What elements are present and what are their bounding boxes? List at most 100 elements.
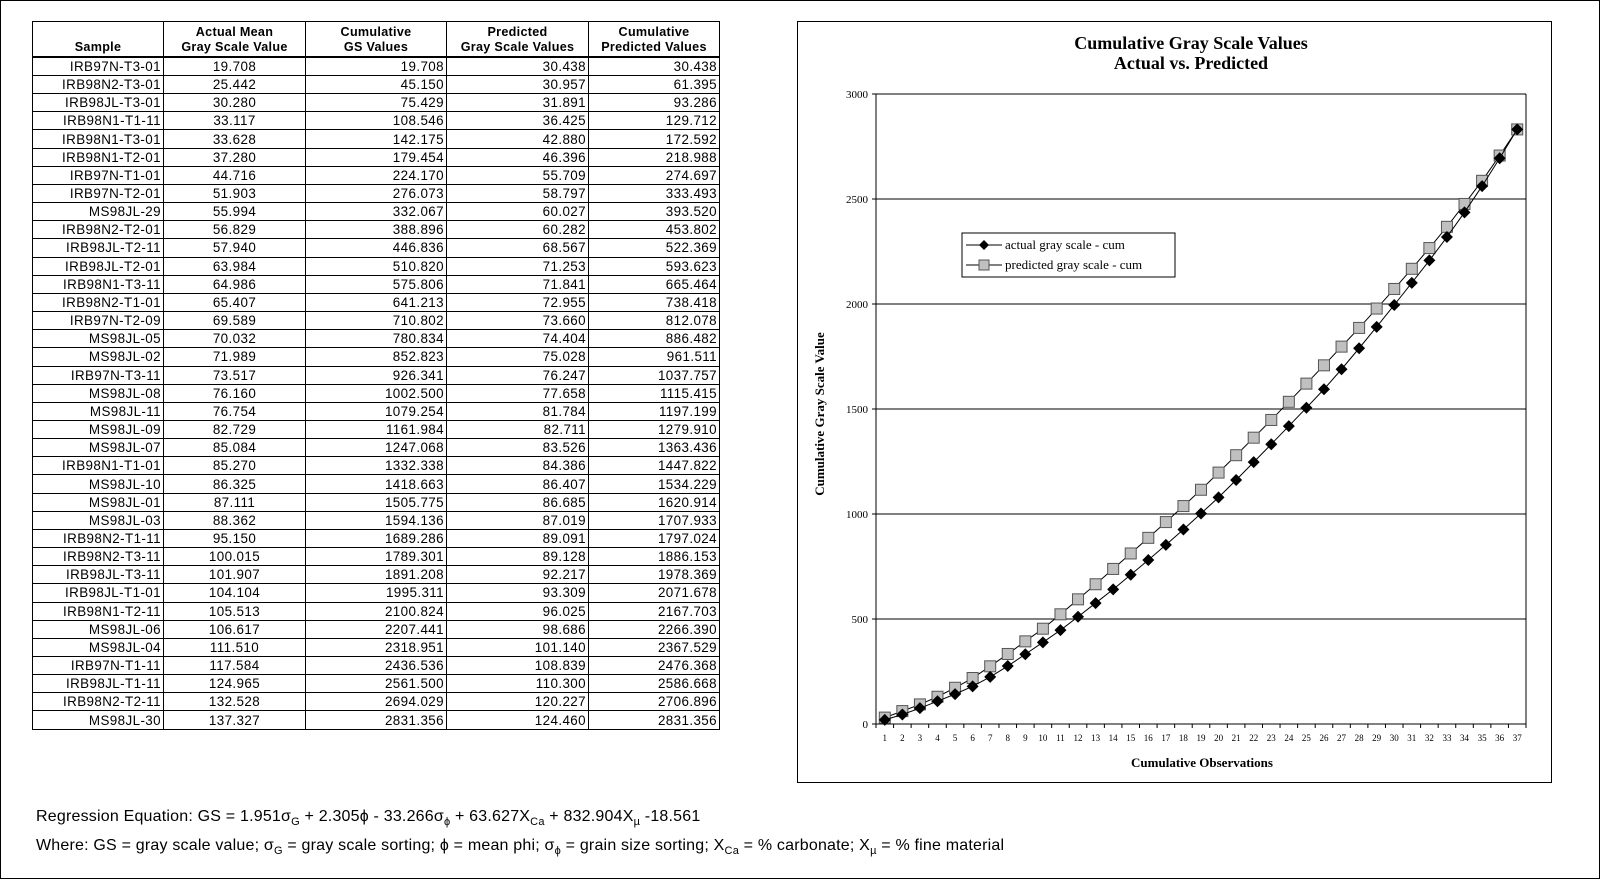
chart-svg: Cumulative Gray Scale Values Actual vs. … [812,33,1527,770]
cell-cumulative-predicted: 30.438 [588,57,720,76]
x-tick-label: 12 [1074,733,1083,743]
x-tick-label: 5 [953,733,958,743]
cell-predicted: 77.658 [446,384,589,403]
cell-predicted: 110.300 [446,674,589,694]
cell-sample: IRB97N-T3-01 [32,57,164,76]
predicted-point [1177,500,1190,513]
cell-cumulative-gs: 2207.441 [305,620,447,639]
table-row: IRB98JL-T3-11 101.907 1891.208 92.217 1978.3… [32,565,720,585]
cell-sample: IRB98N1-T1-01 [32,456,164,476]
cell-actual-mean: 63.984 [163,257,306,276]
cell-actual-mean: 85.084 [163,438,306,458]
cell-actual-mean: 82.729 [163,420,306,440]
cell-actual-mean: 64.986 [163,275,306,294]
header-predicted: Predicted Gray Scale Values [446,21,589,58]
cell-predicted: 74.404 [446,329,589,349]
actual-point [1282,420,1295,433]
cell-sample: MS98JL-08 [32,384,164,403]
table-row: IRB97N-T3-01 19.708 19.708 30.438 30.438 [32,57,720,76]
x-tick-label: 9 [1023,733,1028,743]
cell-cumulative-gs: 276.073 [305,184,447,204]
gray-scale-table: Sample Actual Mean Gray Scale Value Cumul… [32,21,720,730]
table-row: MS98JL-03 88.362 1594.136 87.019 1707.933 [32,511,720,530]
cell-cumulative-predicted: 218.988 [588,148,720,167]
cell-cumulative-gs: 1505.775 [305,493,447,512]
cell-cumulative-gs: 2100.824 [305,602,447,621]
cell-sample: IRB98N2-T3-11 [32,547,164,567]
predicted-point [1089,578,1102,591]
cell-cumulative-gs: 926.341 [305,366,447,385]
cell-predicted: 81.784 [446,402,589,421]
actual-point [913,702,926,715]
y-tick-label: 2000 [846,299,869,311]
cell-actual-mean: 87.111 [163,493,306,512]
cell-predicted: 31.891 [446,93,589,113]
cell-cumulative-predicted: 961.511 [588,347,720,367]
x-tick-label: 3 [918,733,923,743]
actual-point [1036,636,1049,649]
cell-cumulative-gs: 332.067 [305,202,447,222]
x-tick-label: 37 [1513,733,1523,743]
cell-cumulative-gs: 575.806 [305,275,447,294]
cell-actual-mean: 37.280 [163,148,306,167]
table-row: MS98JL-11 76.754 1079.254 81.784 1197.199 [32,402,720,421]
predicted-point [1247,431,1260,444]
cell-cumulative-gs: 388.896 [305,220,447,240]
predicted-point [1317,359,1330,372]
table-row: IRB97N-T2-01 51.903 276.073 58.797 333.493 [32,184,720,204]
x-tick-label: 26 [1319,733,1329,743]
x-tick-label: 14 [1109,733,1119,743]
cell-sample: IRB98N2-T1-11 [32,529,164,549]
cell-cumulative-predicted: 1707.933 [588,511,720,530]
predicted-point [1282,395,1295,408]
cell-actual-mean: 117.584 [163,656,306,676]
series-line-actual [884,129,1518,721]
cell-sample: IRB97N-T1-11 [32,656,164,676]
cell-predicted: 124.460 [446,710,589,730]
cell-cumulative-gs: 641.213 [305,293,447,313]
actual-point [1054,624,1067,637]
cell-predicted: 60.027 [446,202,589,222]
chart-subtitle: Actual vs. Predicted [1114,53,1268,73]
cell-predicted: 36.425 [446,111,589,131]
cell-cumulative-predicted: 1363.436 [588,438,720,458]
cell-cumulative-gs: 446.836 [305,238,447,258]
cell-predicted: 108.839 [446,656,589,676]
cell-cumulative-gs: 2561.500 [305,674,447,694]
cell-cumulative-predicted: 393.520 [588,202,720,222]
actual-point [1405,276,1418,289]
cell-sample: IRB98JL-T1-11 [32,674,164,694]
cell-predicted: 76.247 [446,366,589,385]
cell-predicted: 98.686 [446,620,589,639]
legend: actual gray scale - cum predicted gray s… [961,232,1176,278]
table-row: IRB98JL-T2-11 57.940 446.836 68.567 522.369 [32,238,720,258]
table-row: IRB98N1-T2-11 105.513 2100.824 96.025 2167.7… [32,602,720,621]
y-tick-label: 0 [863,719,869,731]
predicted-point [1370,302,1383,315]
actual-point [1212,491,1225,504]
table-row: MS98JL-30 137.327 2831.356 124.460 2831.356 [32,710,720,730]
x-tick-label: 24 [1284,733,1294,743]
predicted-point [1072,593,1085,606]
cell-actual-mean: 69.589 [163,311,306,331]
x-tick-label: 10 [1038,733,1048,743]
table-row: IRB97N-T1-11 117.584 2436.536 108.839 2476.3… [32,656,720,676]
regression-equation: Regression Equation: GS = 1.951σG + 2.30… [36,808,701,829]
x-tick-label: 34 [1460,733,1470,743]
actual-point [1493,152,1506,165]
cell-cumulative-predicted: 1620.914 [588,493,720,512]
predicted-point [1230,449,1243,462]
table-row: IRB98JL-T1-01 104.104 1995.311 93.309 2071.6… [32,583,720,603]
x-tick-label: 31 [1407,733,1416,743]
cell-sample: MS98JL-09 [32,420,164,440]
table-row: MS98JL-07 85.084 1247.068 83.526 1363.436 [32,438,720,458]
cell-cumulative-gs: 1891.208 [305,565,447,585]
cell-actual-mean: 44.716 [163,166,306,185]
cell-cumulative-gs: 1594.136 [305,511,447,530]
data-table-container: Sample Actual Mean Gray Scale Value Cumul… [32,21,720,730]
actual-point [1423,254,1436,267]
header-sample: Sample [32,21,164,58]
cell-cumulative-gs: 1332.338 [305,456,447,476]
table-row: IRB98N2-T2-01 56.829 388.896 60.282 453.802 [32,220,720,240]
cell-predicted: 101.140 [446,638,589,658]
